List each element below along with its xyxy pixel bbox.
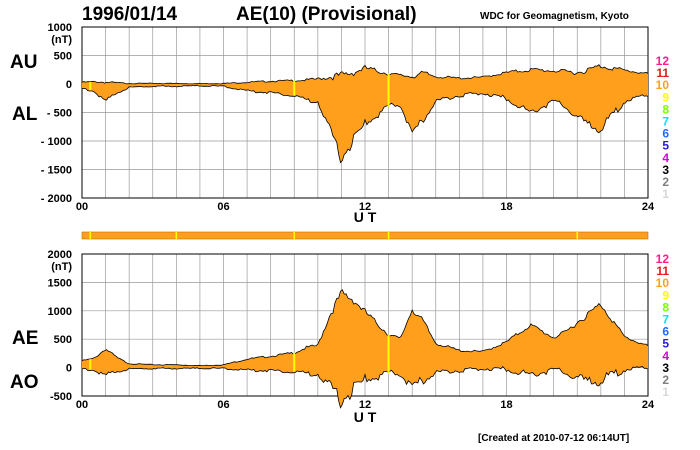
- y-tick-label: 1000: [48, 306, 72, 318]
- y-tick-label: 500: [54, 334, 72, 346]
- station-level-7: 7: [662, 115, 669, 129]
- y-unit-label: (nT): [51, 34, 72, 46]
- x-tick-label: 24: [642, 399, 655, 411]
- station-level-8: 8: [662, 300, 669, 314]
- coverage-bar: [81, 231, 649, 240]
- station-level-6: 6: [662, 127, 669, 141]
- x-tick-label: 24: [642, 201, 655, 213]
- plot-frame: [81, 26, 649, 199]
- ao-label: AO: [10, 372, 39, 393]
- station-level-2: 2: [662, 175, 669, 189]
- ae-label: AE: [12, 328, 39, 349]
- y-tick-label: - 2000: [41, 193, 72, 205]
- station-level-5: 5: [662, 139, 669, 153]
- x-tick-label: 06: [217, 201, 229, 213]
- plot-frame: [81, 253, 649, 397]
- plot-date: 1996/01/14: [82, 4, 178, 25]
- series-line-ae: [81, 289, 649, 367]
- station-level-5: 5: [662, 337, 669, 351]
- station-level-12: 12: [656, 252, 670, 266]
- x-tick-label: 00: [76, 201, 88, 213]
- station-level-1: 1: [662, 385, 669, 399]
- station-level-9: 9: [662, 288, 669, 302]
- x-tick-label: 18: [500, 399, 512, 411]
- area-fill: [82, 64, 648, 163]
- x-axis-label: U T: [354, 409, 377, 425]
- series-line-al: [81, 84, 649, 164]
- organization-label: WDC for Geomagnetism, Kyoto: [480, 11, 629, 22]
- al-label: AL: [12, 104, 38, 125]
- x-tick-label: 18: [500, 201, 512, 213]
- station-level-10: 10: [656, 276, 670, 290]
- au-al-panel: 1000 500 0 - 500 - 1000 - 1500 - 2000 (nT) 00 06 1…: [41, 22, 655, 225]
- station-level-6: 6: [662, 325, 669, 339]
- station-level-3: 3: [662, 163, 669, 177]
- plot-title: AE(10) (Provisional): [236, 4, 417, 25]
- y-tick-label: 0: [66, 363, 72, 375]
- station-level-4: 4: [662, 151, 669, 165]
- y-tick-label: - 1500: [41, 165, 72, 177]
- station-level-10: 10: [656, 78, 670, 92]
- y-tick-label: 1000: [48, 22, 72, 34]
- y-tick-label: - 1000: [41, 136, 72, 148]
- y-tick-label: 2000: [48, 249, 72, 261]
- y-tick-label: 1500: [48, 277, 72, 289]
- x-tick-label: 00: [76, 399, 88, 411]
- station-level-3: 3: [662, 361, 669, 375]
- series-line-au: [81, 64, 649, 85]
- y-tick-label: -500: [50, 391, 72, 403]
- y-tick-label: - 500: [47, 108, 72, 120]
- station-level-8: 8: [662, 102, 669, 116]
- area-fill: [82, 289, 648, 408]
- station-level-2: 2: [662, 373, 669, 387]
- station-level-1: 1: [662, 187, 669, 201]
- station-level-12: 12: [656, 54, 670, 68]
- au-label: AU: [10, 52, 38, 73]
- x-tick-label: 12: [359, 201, 371, 213]
- series-line-ao: [81, 365, 649, 409]
- station-coverage-strip: [81, 231, 649, 240]
- x-tick-label: 12: [359, 399, 371, 411]
- ae-ao-panel: 2000 1500 1000 500 0 -500 (nT) 00 06 12 18 24 U T: [48, 249, 655, 425]
- station-level-4: 4: [662, 349, 669, 363]
- y-tick-label: 0: [66, 79, 72, 91]
- x-tick-label: 06: [217, 399, 229, 411]
- station-level-11: 11: [656, 66, 669, 80]
- x-axis-label: U T: [354, 209, 377, 225]
- station-level-11: 11: [656, 264, 669, 278]
- y-unit-label: (nT): [51, 261, 72, 273]
- created-timestamp: [Created at 2010-07-12 06:14UT]: [478, 433, 630, 444]
- station-level-7: 7: [662, 313, 669, 327]
- y-tick-label: 500: [54, 51, 72, 63]
- station-level-9: 9: [662, 90, 669, 104]
